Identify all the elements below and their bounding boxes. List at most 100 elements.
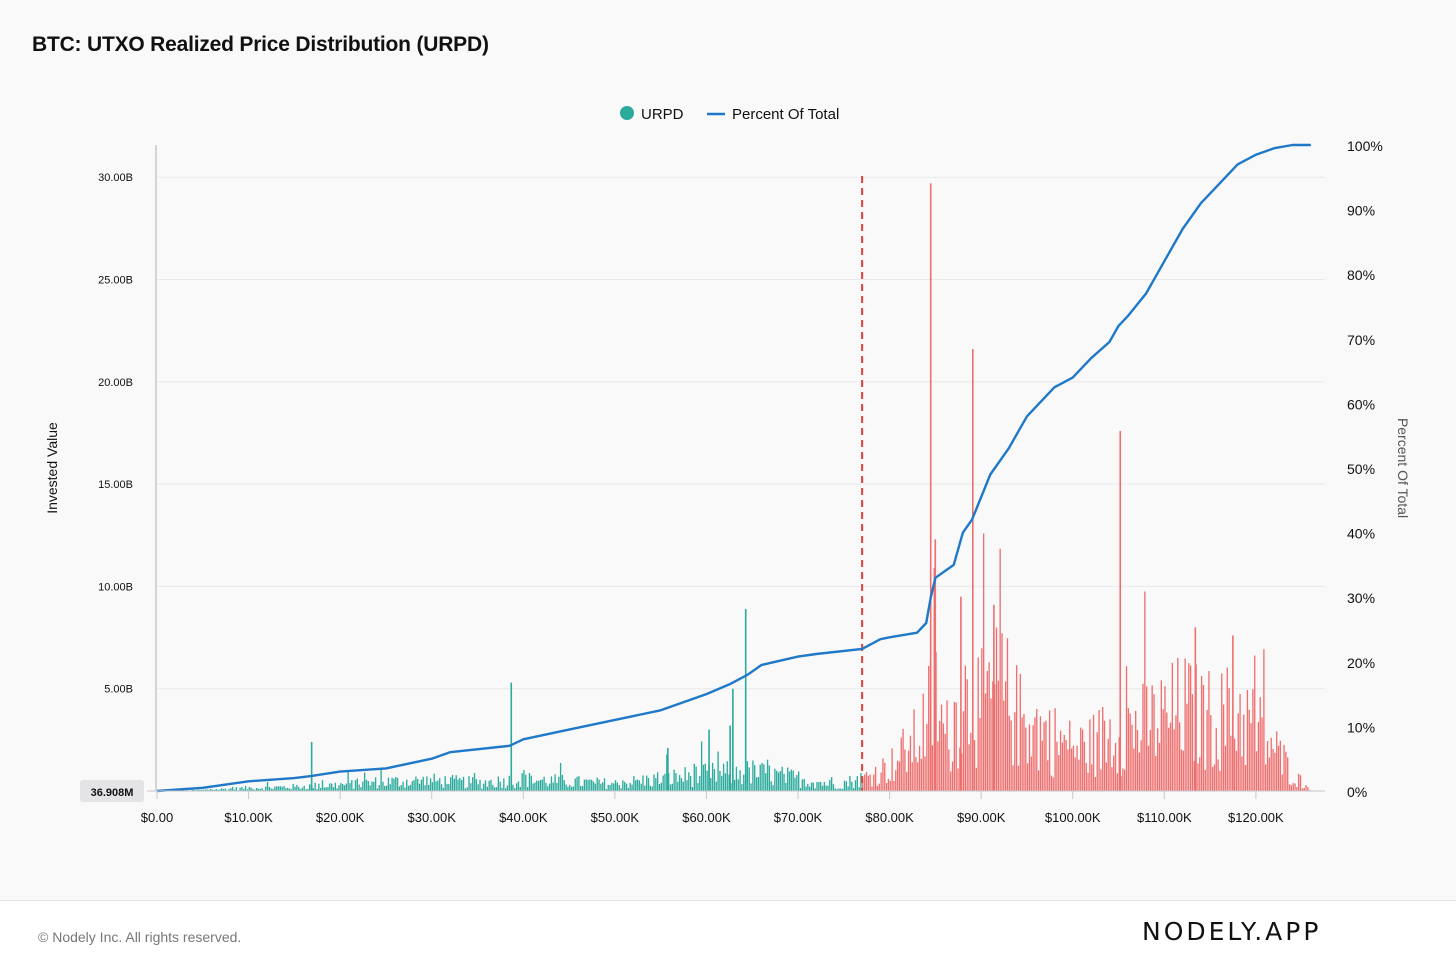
- urpd-bar: [567, 787, 568, 791]
- urpd-bar: [426, 776, 427, 791]
- urpd-bar: [1010, 720, 1011, 791]
- urpd-bar: [750, 783, 751, 791]
- urpd-bar: [1064, 735, 1065, 791]
- urpd-bar: [679, 775, 680, 791]
- urpd-bar: [357, 779, 358, 791]
- urpd-bar: [412, 781, 413, 791]
- y2-tick-label: 100%: [1347, 138, 1383, 154]
- urpd-bar: [1294, 783, 1295, 791]
- urpd-bar: [1250, 723, 1251, 791]
- urpd-bar: [569, 785, 570, 791]
- urpd-bar: [580, 786, 581, 791]
- urpd-bar: [1166, 713, 1167, 791]
- urpd-bar: [331, 784, 332, 791]
- urpd-bar: [1249, 710, 1250, 791]
- urpd-bar: [236, 787, 237, 791]
- urpd-bar: [1020, 674, 1021, 791]
- urpd-bar: [948, 749, 949, 791]
- urpd-bar: [641, 784, 642, 791]
- urpd-bar: [498, 777, 499, 791]
- urpd-bar: [325, 787, 326, 791]
- urpd-bar: [393, 779, 394, 791]
- urpd-bar: [631, 785, 632, 791]
- urpd-bar: [1029, 724, 1030, 791]
- urpd-bar: [1115, 743, 1116, 791]
- urpd-bar: [490, 780, 491, 791]
- brand-logo[interactable]: NODELY.APP: [1142, 917, 1321, 946]
- urpd-bar: [763, 764, 764, 791]
- urpd-bar: [520, 787, 521, 791]
- urpd-bar: [421, 780, 422, 791]
- urpd-bar: [329, 783, 330, 791]
- urpd-bar: [807, 784, 808, 791]
- urpd-bar: [1296, 787, 1297, 791]
- urpd-bar: [602, 782, 603, 791]
- urpd-bar: [695, 766, 696, 791]
- urpd-bar: [904, 749, 905, 791]
- chart-card: BTC: UTXO Realized Price Distribution (U…: [0, 0, 1456, 900]
- urpd-bar: [789, 772, 790, 791]
- y2-tick-label: 50%: [1347, 461, 1375, 477]
- urpd-bar: [463, 777, 464, 791]
- urpd-bar: [761, 763, 762, 791]
- urpd-bar: [1210, 715, 1211, 791]
- urpd-bar: [479, 780, 480, 791]
- urpd-bar: [937, 741, 938, 791]
- urpd-bar: [545, 783, 546, 791]
- y-tick-label: 15.00B: [98, 479, 133, 491]
- urpd-bar: [1201, 676, 1202, 791]
- urpd-bar: [1192, 694, 1193, 791]
- urpd-spike: [1232, 636, 1234, 791]
- urpd-bar: [1007, 638, 1008, 791]
- y2-tick-label: 80%: [1347, 267, 1375, 283]
- urpd-bar: [791, 770, 792, 791]
- urpd-bar: [893, 781, 894, 791]
- urpd-bar: [478, 784, 479, 791]
- urpd-bar: [1075, 757, 1076, 791]
- urpd-bar: [276, 786, 277, 791]
- urpd-bar: [1261, 717, 1262, 791]
- urpd-bar: [988, 662, 989, 791]
- urpd-bar: [1285, 752, 1286, 791]
- urpd-bar: [880, 773, 881, 791]
- urpd-bar: [635, 780, 636, 791]
- urpd-bar: [1031, 756, 1032, 791]
- urpd-bar: [1223, 705, 1224, 791]
- urpd-bar: [686, 780, 687, 791]
- urpd-bar: [397, 778, 398, 791]
- legend[interactable]: URPD Percent Of Total: [620, 106, 839, 123]
- urpd-bar: [338, 785, 339, 791]
- x-tick-label: $70.00K: [774, 810, 823, 825]
- urpd-bar: [1137, 730, 1138, 791]
- urpd-bar: [1053, 777, 1054, 791]
- urpd-bar: [402, 782, 403, 791]
- urpd-bar: [1078, 760, 1079, 791]
- urpd-bar: [457, 780, 458, 791]
- urpd-bar: [344, 785, 345, 791]
- urpd-bar: [981, 648, 982, 791]
- x-tick-label: $20.00K: [316, 810, 365, 825]
- urpd-bar: [871, 787, 872, 791]
- urpd-bar: [780, 771, 781, 791]
- urpd-bar: [978, 658, 979, 791]
- urpd-bar: [245, 786, 246, 791]
- urpd-bar: [811, 783, 812, 791]
- urpd-bar: [1067, 749, 1068, 791]
- y2-tick-label: 30%: [1347, 590, 1375, 606]
- urpd-bar: [1245, 765, 1246, 791]
- urpd-bar: [587, 780, 588, 791]
- urpd-bar: [267, 782, 268, 791]
- urpd-bar: [747, 761, 748, 791]
- x-tick-label: $90.00K: [957, 810, 1006, 825]
- urpd-bar: [434, 774, 435, 791]
- urpd-bar: [1047, 760, 1048, 791]
- urpd-bar: [1186, 704, 1187, 791]
- urpd-bar: [1225, 746, 1226, 791]
- urpd-bar: [432, 782, 433, 791]
- urpd-bar: [547, 786, 548, 791]
- urpd-bar: [551, 776, 552, 791]
- urpd-bar: [347, 771, 348, 791]
- y2-tick-label: 0%: [1347, 784, 1367, 800]
- urpd-bar: [1227, 667, 1228, 791]
- urpd-bar: [825, 785, 826, 791]
